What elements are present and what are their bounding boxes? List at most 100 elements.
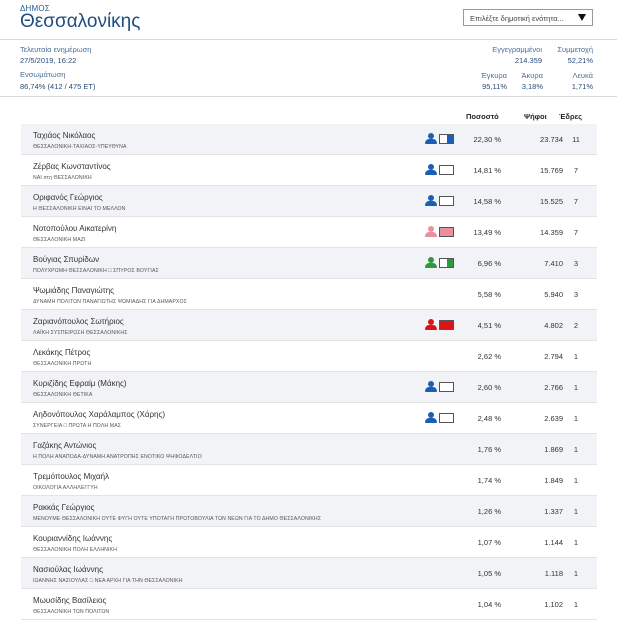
percent-cell: 2,62 % [477, 352, 501, 361]
votes-cell: 1.118 [544, 569, 563, 578]
candidate-name: Μωυσίδης Βασίλειος [33, 596, 107, 605]
votes-cell: 2.766 [544, 383, 563, 392]
candidate-name: Ταχιάος Νικόλαος [33, 131, 96, 140]
seats-cell: 2 [573, 321, 579, 330]
percent-cell: 2,60 % [477, 383, 501, 392]
valid-label: Έγκυρα [480, 71, 507, 80]
person-icon [425, 133, 437, 144]
party-flag-icon [439, 196, 454, 206]
candidate-name: Νασιούλας Ιωάννης [33, 565, 103, 574]
percent-cell: 13,49 % [473, 228, 501, 237]
seats-cell: 1 [573, 352, 579, 361]
turnout-value: 52,21% [567, 56, 593, 65]
votes-cell: 1.849 [544, 476, 563, 485]
votes-cell: 14.359 [540, 228, 563, 237]
municipal-unit-select[interactable]: Επιλέξτε δημοτική ενότητα... [463, 9, 593, 26]
person-icon [425, 195, 437, 206]
party-name: ΣΥΝΕΡΓΕΙΑ □ ΠΡΩΤΑ Η ΠΟΛΗ ΜΑΣ [33, 423, 122, 429]
party-flag-icon [439, 258, 454, 268]
registered-label: Εγγεγραμμένοι [492, 45, 542, 54]
table-row[interactable]: Ζαριανόπουλος Σωτήριος ΛΑΪΚΗ ΣΥΣΠΕΙΡΩΣΗ Θ… [21, 310, 597, 341]
table-row[interactable]: Ταχιάος Νικόλαος ΘΕΣΣΑΛΟΝΙΚΗ-ΤΑΧΙΑΟΣ-ΥΠΕΥ… [21, 124, 597, 155]
table-row[interactable]: Κουριαννίδης Ιωάννης ΘΕΣΣΑΛΟΝΙΚΗ ΠΟΛΗ ΕΛΛ… [21, 527, 597, 558]
votes-cell: 1.144 [544, 538, 563, 547]
party-name: ΘΕΣΣΑΛΟΝΙΚΗ-ΤΑΧΙΑΟΣ-ΥΠΕΥΘΥΝΑ [33, 144, 127, 150]
party-name: ΝΑΙ στη ΘΕΣΣΑΛΟΝΙΚΗ [33, 175, 92, 181]
seats-cell: 7 [573, 166, 579, 175]
percent-cell: 2,48 % [477, 414, 501, 423]
person-icon [425, 226, 437, 237]
party-name: ΘΕΣΣΑΛΟΝΙΚΗ ΘΕΤΙΚΑ [33, 392, 93, 398]
registered-value: 214.359 [514, 56, 542, 65]
votes-cell: 7.410 [544, 259, 563, 268]
votes-cell: 1.102 [544, 600, 563, 609]
seats-cell: 3 [573, 290, 579, 299]
seats-cell: 1 [573, 600, 579, 609]
party-flag-icon [439, 320, 454, 330]
percent-cell: 14,81 % [473, 166, 501, 175]
seats-cell: 1 [573, 445, 579, 454]
percent-cell: 1,76 % [477, 445, 501, 454]
column-header-seats[interactable]: Έδρες [559, 112, 583, 121]
table-row[interactable]: Τρεμόπουλος Μιχαήλ ΟΙΚΟΛΟΓΙΑ ΑΛΛΗΛΕΓΓΥΗ 1,… [21, 465, 597, 496]
table-row[interactable]: Γαζάκης Αντώνιος Η ΠΟΛΗ ΑΝΑΠΟΔΑ-ΔΥΝΑΜΗ ΑΝ… [21, 434, 597, 465]
person-icon [425, 412, 437, 423]
table-row[interactable]: Οριφανός Γεώργιος Η ΘΕΣΣΑΛΟΝΙΚΗ ΕΙΝΑΙ ΤΟ … [21, 186, 597, 217]
table-row[interactable]: Βούγιας Σπυρίδων ΠΟΛΥΧΡΩΜΗ ΘΕΣΣΑΛΟΝΙΚΗ □ … [21, 248, 597, 279]
person-icon [425, 319, 437, 330]
party-flag-icon [439, 165, 454, 175]
person-icon [425, 381, 437, 392]
blank-label: Λευκά [572, 71, 593, 80]
person-icon [425, 164, 437, 175]
person-icon [425, 257, 437, 268]
party-name: ΜΕΝΟΥΜΕ ΘΕΣΣΑΛΟΝΙΚΗ ΟΥΤΕ ΦΥΓΗ ΟΥΤΕ ΥΠΟΤΑ… [33, 516, 322, 522]
candidate-name: Τρεμόπουλος Μιχαήλ [33, 472, 110, 481]
invalid-label: Άκυρα [521, 71, 543, 80]
dropdown-arrow-icon [578, 14, 586, 21]
table-row[interactable]: Μωυσίδης Βασίλειος ΘΕΣΣΑΛΟΝΙΚΗ ΤΩΝ ΠΟΛΙΤΩ… [21, 589, 597, 620]
results-table: Ταχιάος Νικόλαος ΘΕΣΣΑΛΟΝΙΚΗ-ΤΑΧΙΑΟΣ-ΥΠΕΥ… [21, 124, 597, 620]
stats-panel: Τελευταία ενημέρωση 27/5/2019, 16:22 Ενσ… [0, 40, 617, 97]
candidate-name: Ψωμιάδης Παναγιώτης [33, 286, 115, 295]
votes-cell: 1.869 [544, 445, 563, 454]
last-update-label: Τελευταία ενημέρωση [20, 45, 92, 54]
integration-value: 86,74% (412 / 475 ΕΤ) [20, 82, 96, 91]
votes-cell: 1.337 [544, 507, 563, 516]
seats-cell: 11 [572, 135, 580, 144]
percent-cell: 1,74 % [477, 476, 501, 485]
table-row[interactable]: Ζέρβας Κωνσταντίνος ΝΑΙ στη ΘΕΣΣΑΛΟΝΙΚΗ 14… [21, 155, 597, 186]
seats-cell: 1 [573, 538, 579, 547]
table-row[interactable]: Ψωμιάδης Παναγιώτης ΔΥΝΑΜΗ ΠΟΛΙΤΩΝ ΠΑΝΑΓΙ… [21, 279, 597, 310]
party-flag-icon [439, 382, 454, 392]
party-flag-icon [439, 134, 454, 144]
table-row[interactable]: Λεκάκης Πέτρος ΘΕΣΣΑΛΟΝΙΚΗ ΠΡΩΤΗ 2,62 % 2.7… [21, 341, 597, 372]
party-name: ΔΥΝΑΜΗ ΠΟΛΙΤΩΝ ΠΑΝΑΓΙΩΤΗΣ ΨΩΜΙΑΔΗΣ ΓΙΑ Δ… [33, 299, 187, 305]
valid-value: 95,11% [482, 82, 507, 91]
candidate-name: Αηδονόπουλος Χαράλαμπος (Χάρης) [33, 410, 165, 419]
page-header: ΔΗΜΟΣ Θεσσαλονίκης Επιλέξτε δημοτική ενό… [0, 0, 617, 40]
table-row[interactable]: Νοτοπούλου Αικατερίνη ΘΕΣΣΑΛΟΝΙΚΗ ΜΑΖΙ 13,… [21, 217, 597, 248]
table-row[interactable]: Νασιούλας Ιωάννης ΙΩΑΝΝΗΣ ΝΑΣΙΟΥΛΑΣ □ ΝΕΑ… [21, 558, 597, 589]
column-header-percent[interactable]: Ποσοστό [466, 112, 499, 121]
seats-cell: 1 [573, 383, 579, 392]
votes-cell: 4.802 [544, 321, 563, 330]
last-update-value: 27/5/2019, 16:22 [20, 56, 77, 65]
page-title: Θεσσαλονίκης [20, 11, 141, 32]
seats-cell: 1 [573, 507, 579, 516]
seats-cell: 1 [573, 414, 579, 423]
table-row[interactable]: Αηδονόπουλος Χαράλαμπος (Χάρης) ΣΥΝΕΡΓΕΙΑ… [21, 403, 597, 434]
invalid-value: 3,18% [521, 82, 543, 91]
percent-cell: 22,30 % [473, 135, 501, 144]
party-name: ΘΕΣΣΑΛΟΝΙΚΗ ΜΑΖΙ [33, 237, 86, 243]
seats-cell: 1 [573, 476, 579, 485]
candidate-name: Λεκάκης Πέτρος [33, 348, 91, 357]
candidate-name: Γαζάκης Αντώνιος [33, 441, 97, 450]
votes-cell: 2.639 [544, 414, 563, 423]
party-name: Η ΠΟΛΗ ΑΝΑΠΟΔΑ-ΔΥΝΑΜΗ ΑΝΑΤΡΟΠΗΣ ΕΝΟΤΙΚΟ … [33, 454, 202, 460]
table-row[interactable]: Ρακκάς Γεώργιος ΜΕΝΟΥΜΕ ΘΕΣΣΑΛΟΝΙΚΗ ΟΥΤΕ … [21, 496, 597, 527]
column-header-votes[interactable]: Ψήφοι [524, 112, 547, 121]
percent-cell: 14,58 % [473, 197, 501, 206]
candidate-name: Ρακκάς Γεώργιος [33, 503, 95, 512]
candidate-name: Βούγιας Σπυρίδων [33, 255, 100, 264]
table-row[interactable]: Κυριζίδης Εφραίμ (Μάκης) ΘΕΣΣΑΛΟΝΙΚΗ ΘΕΤΙ… [21, 372, 597, 403]
